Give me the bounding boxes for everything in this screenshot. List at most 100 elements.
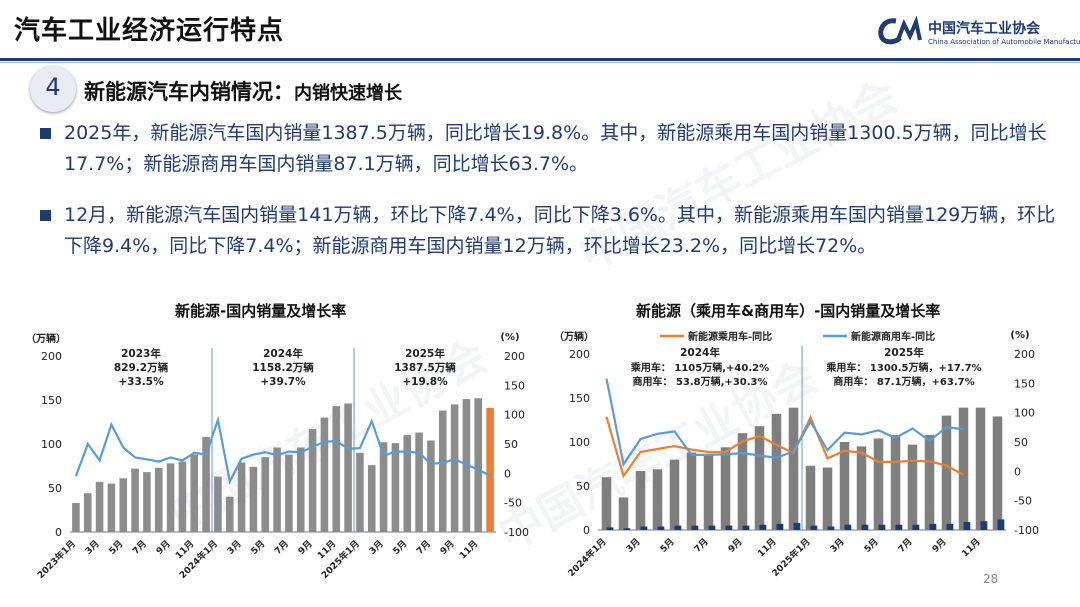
- x-tick-label: 7月: [896, 536, 915, 555]
- bar: [344, 403, 352, 532]
- commercial-bar: [997, 519, 1005, 530]
- bar: [320, 417, 329, 532]
- x-tick-label: 11月: [960, 536, 983, 559]
- x-tick-label: 5月: [107, 538, 126, 557]
- passenger-bar: [992, 416, 1003, 530]
- y-tick-label: 150: [41, 394, 62, 407]
- section-title: 新能源汽车内销情况：内销快速增长: [84, 76, 402, 106]
- x-tick-label: 3月: [367, 538, 386, 557]
- commercial-bar: [963, 522, 971, 530]
- bullet-square-icon: [40, 210, 51, 221]
- bar: [131, 468, 139, 532]
- period-commercial: 商用车： 53.8万辆,+30.3%: [632, 375, 767, 388]
- bar: [154, 467, 163, 532]
- y-tick-label: 100: [41, 438, 62, 451]
- commercial-bar: [623, 528, 631, 530]
- y-axis-label: （万辆）: [26, 332, 66, 345]
- bar: [225, 496, 234, 532]
- passenger-bar: [839, 442, 850, 530]
- y-tick-label: 50: [576, 480, 590, 493]
- commercial-bar: [759, 524, 767, 530]
- passenger-bar: [958, 407, 969, 530]
- y2-tick-label: -100: [1014, 524, 1039, 537]
- commercial-bar: [810, 525, 818, 530]
- bar: [296, 447, 305, 532]
- y-tick-label: 0: [55, 526, 62, 539]
- y2-tick-label: 100: [1014, 407, 1035, 420]
- commercial-bar: [708, 525, 716, 530]
- period-year: 2023年: [121, 347, 161, 360]
- bar: [83, 493, 92, 532]
- commercial-bar: [793, 522, 801, 530]
- period-year: 2025年: [405, 347, 445, 360]
- x-tick-label: 2023年1月: [35, 538, 78, 581]
- y2-tick-label: -50: [504, 497, 522, 510]
- y2-axis-label: (%): [1010, 330, 1029, 341]
- period-growth: +39.7%: [260, 376, 306, 388]
- bar: [367, 465, 376, 532]
- header-rule-thin: [0, 62, 1080, 63]
- bar: [190, 454, 199, 532]
- bar: [107, 483, 116, 532]
- x-tick-label: 9月: [438, 538, 457, 557]
- x-tick-label: 9月: [154, 538, 173, 557]
- passenger-growth-line: [605, 414, 965, 479]
- section-number: 4: [45, 73, 61, 101]
- y2-tick-label: 150: [1014, 377, 1035, 390]
- period-growth: +19.8%: [402, 376, 448, 388]
- bullet-annual: 2025年，新能源汽车国内销量1387.5万辆，同比增长19.8%。其中，新能源…: [40, 118, 1060, 184]
- x-tick-label: 3月: [225, 538, 244, 557]
- x-tick-label: 11月: [457, 538, 480, 561]
- bar: [474, 398, 483, 532]
- bullet-december: 12月，新能源汽车国内销量141万辆，环比下降7.4%，同比下降3.6%。其中，…: [40, 200, 1060, 296]
- x-tick-label: 2024年1月: [565, 536, 608, 579]
- bar: [308, 429, 317, 532]
- commercial-growth-line: [605, 378, 964, 468]
- bar: [249, 466, 258, 532]
- passenger-bar: [652, 469, 663, 530]
- y2-tick-label: 150: [504, 379, 525, 392]
- x-tick-label: 7月: [414, 538, 433, 557]
- period-growth: +33.5%: [118, 376, 164, 388]
- bar: [356, 452, 364, 532]
- y-tick-label: 200: [41, 350, 62, 363]
- y-axis-label: （万辆）: [554, 330, 594, 343]
- period-passenger: 乘用车： 1105万辆,+40.2%: [630, 361, 769, 374]
- period-total: 829.2万辆: [114, 361, 169, 374]
- header-rule: [0, 58, 1080, 61]
- passenger-bar: [771, 413, 782, 530]
- bullet-text: 2025年，新能源汽车国内销量1387.5万辆，同比增长19.8%。其中，新能源…: [64, 122, 1047, 175]
- logo-en-text: China Association of Automobile Manufact…: [928, 38, 1080, 46]
- period-commercial: 商用车： 87.1万辆，+63.7%: [833, 375, 974, 388]
- passenger-bar: [635, 471, 646, 530]
- bar: [391, 443, 400, 532]
- x-tick-label: 7月: [272, 538, 291, 557]
- y-tick-label: 200: [569, 348, 590, 361]
- x-tick-label: 7月: [130, 538, 149, 557]
- logo-cn-text: 中国汽车工业协会: [928, 21, 1040, 37]
- x-tick-label: 11月: [756, 536, 779, 559]
- section-subtitle: 内销快速增长: [294, 83, 402, 104]
- legend-label-commercial: 新能源商用车-同比: [851, 330, 935, 343]
- x-tick-label: 7月: [692, 536, 711, 555]
- bar: [438, 410, 447, 532]
- y-tick-label: 100: [569, 436, 590, 449]
- passenger-bar: [975, 407, 986, 530]
- bar: [202, 436, 210, 532]
- commercial-bar: [640, 526, 648, 530]
- commercial-bar: [980, 521, 988, 530]
- passenger-bar: [686, 452, 697, 530]
- y2-tick-label: -100: [504, 526, 529, 539]
- y2-tick-label: -50: [1014, 495, 1032, 508]
- bar: [486, 407, 494, 532]
- bar: [143, 472, 151, 532]
- passenger-bar: [822, 467, 833, 530]
- passenger-bar: [737, 433, 748, 530]
- bar: [427, 440, 435, 532]
- passenger-bar: [873, 438, 884, 530]
- bar: [261, 457, 270, 532]
- commercial-bar: [844, 524, 852, 530]
- period-total: 1158.2万辆: [252, 361, 314, 374]
- page-number: 28: [983, 572, 999, 586]
